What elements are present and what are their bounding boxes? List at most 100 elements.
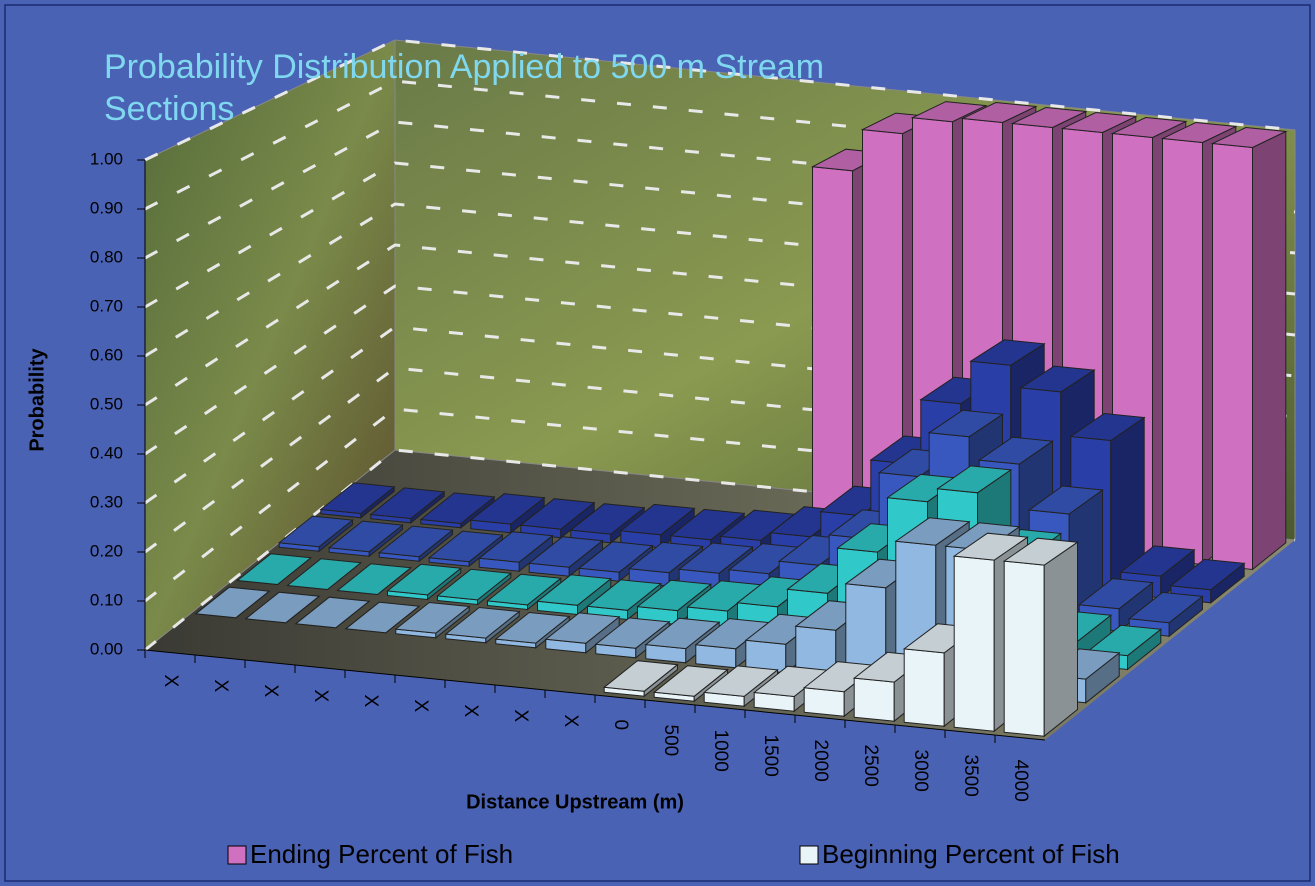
bar-top	[1169, 558, 1246, 591]
bar-top	[586, 579, 663, 611]
bar-top	[427, 530, 504, 563]
chart-title: Probability Distribution Applied to 500 …	[104, 48, 825, 128]
bar-top	[969, 339, 1046, 366]
bar-front	[1162, 137, 1203, 566]
bar-top	[377, 525, 454, 558]
bar-front	[1003, 560, 1045, 737]
legend: Ending Percent of Fish Beginning Percent …	[227, 839, 1120, 869]
y-tick-label: 0.50	[90, 394, 123, 413]
bar	[386, 563, 463, 601]
bar-top	[569, 503, 646, 535]
bar	[527, 536, 604, 578]
bar	[236, 553, 313, 586]
x-tick-label: X	[260, 685, 281, 698]
bar	[394, 601, 471, 639]
bar-top	[527, 536, 604, 568]
bar	[444, 606, 521, 644]
bar-top	[386, 563, 463, 596]
y-tick-label: 0.00	[90, 639, 123, 658]
bar	[652, 665, 729, 703]
y-tick-label: 0.60	[90, 345, 123, 364]
y-axis-label: Probability	[26, 347, 48, 451]
x-tick-label: X	[310, 690, 331, 703]
bar-front	[803, 687, 845, 717]
bar-top	[927, 409, 1004, 438]
bar-top	[319, 482, 396, 515]
x-tick-label: 4000	[1010, 760, 1031, 802]
bar	[1002, 537, 1079, 738]
y-tick-label: 0.40	[90, 443, 123, 462]
y-tick-label: 0.70	[90, 296, 123, 315]
bar	[1210, 126, 1288, 571]
grid-line	[144, 202, 1296, 358]
legend-label: Ending Percent of Fish	[250, 839, 513, 869]
bar-top	[1019, 365, 1096, 393]
bar	[277, 515, 354, 553]
bar-top	[244, 591, 321, 624]
bar-top	[494, 611, 571, 644]
bar	[1169, 558, 1246, 604]
bar-top	[577, 541, 654, 573]
bar-top	[486, 573, 563, 606]
legend-swatch	[227, 845, 247, 865]
bar	[477, 531, 554, 573]
bar	[336, 563, 413, 596]
x-tick-label: X	[510, 710, 531, 723]
bar-front	[853, 677, 895, 722]
x-tick-label: X	[160, 675, 181, 688]
bar-top	[952, 532, 1029, 561]
bar-top	[594, 617, 671, 649]
bar-top	[469, 493, 546, 525]
bar-top	[936, 465, 1013, 494]
bar-top	[236, 553, 313, 586]
bar-top	[544, 612, 621, 644]
bar-top	[1110, 116, 1188, 139]
bar-top	[652, 665, 729, 697]
bar-top	[1127, 591, 1204, 624]
x-tick-label: 2000	[810, 740, 831, 782]
bar-top	[894, 517, 971, 546]
frame	[4, 4, 1311, 882]
bar-top	[1069, 412, 1146, 442]
bar-top	[910, 101, 988, 123]
x-tick-label: 2500	[860, 745, 881, 787]
bar-top	[636, 579, 713, 612]
bar-top	[644, 617, 721, 650]
bars	[194, 101, 1288, 738]
y-tick-label: 0.10	[90, 590, 123, 609]
bar-front	[812, 166, 853, 531]
bar-top	[619, 503, 696, 536]
bar-top	[327, 520, 404, 553]
bar-top	[1160, 121, 1238, 144]
bar-top	[702, 665, 779, 697]
bar	[327, 520, 404, 558]
bar-top	[419, 492, 496, 525]
bar-top	[436, 568, 513, 601]
bar	[294, 596, 371, 629]
x-tick-label: 3500	[960, 755, 981, 797]
y-tick-label: 0.20	[90, 541, 123, 560]
bar-top	[394, 601, 471, 634]
bar-top	[1077, 578, 1154, 610]
bar	[369, 487, 446, 524]
bar-top	[627, 541, 704, 574]
bar	[602, 660, 679, 698]
bar-top	[294, 596, 371, 629]
bar-top	[1119, 545, 1196, 577]
bar-top	[344, 601, 421, 634]
bar-top	[536, 574, 613, 606]
bar-top	[369, 487, 446, 520]
bar	[436, 568, 513, 606]
bar-top	[1060, 111, 1138, 134]
bar-top	[960, 101, 1038, 124]
x-tick-label: 1000	[710, 730, 731, 772]
bar-top	[444, 606, 521, 639]
x-tick-label: X	[410, 700, 431, 713]
x-tick-label: X	[560, 715, 581, 728]
bar-top	[477, 531, 554, 563]
bar-top	[669, 508, 746, 541]
bar-top	[336, 563, 413, 596]
legend-swatch	[799, 845, 819, 865]
bar-front	[953, 555, 995, 732]
